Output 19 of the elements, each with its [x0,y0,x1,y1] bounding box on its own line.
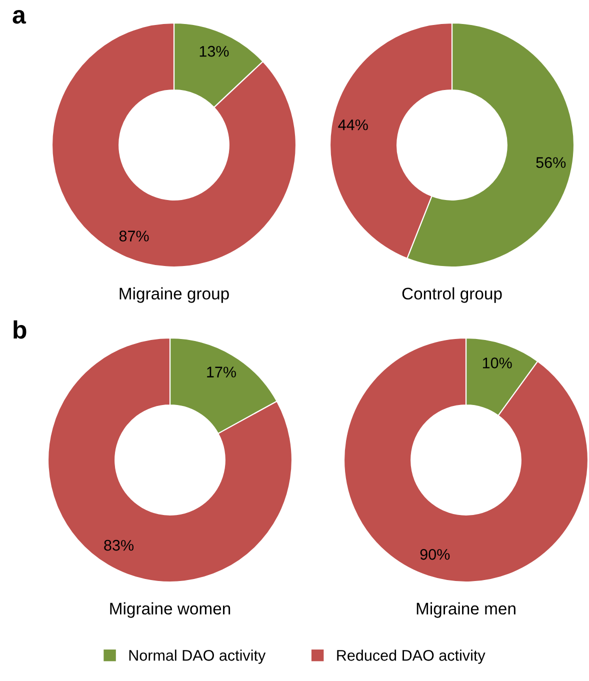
legend-label: Normal DAO activity [129,650,266,664]
data-label: 44% [338,119,368,130]
donut-slice [47,337,293,583]
data-label: 17% [207,366,236,378]
legend-label: Reduced DAO activity [337,650,486,664]
text: a [12,10,26,24]
text: Migraine men [416,602,516,618]
donut-slice [343,337,589,583]
data-label: 83% [104,540,134,551]
data-label: 13% [200,46,229,57]
text: Migraine women [110,602,230,618]
text: Migraine group [120,287,229,303]
text: Control group [402,287,502,303]
data-label: 56% [536,157,566,168]
data-label: 10% [482,358,512,368]
data-label: 90% [420,549,450,560]
donut-slice [51,22,297,268]
data-label: 87% [119,230,149,242]
text: b [14,320,26,339]
